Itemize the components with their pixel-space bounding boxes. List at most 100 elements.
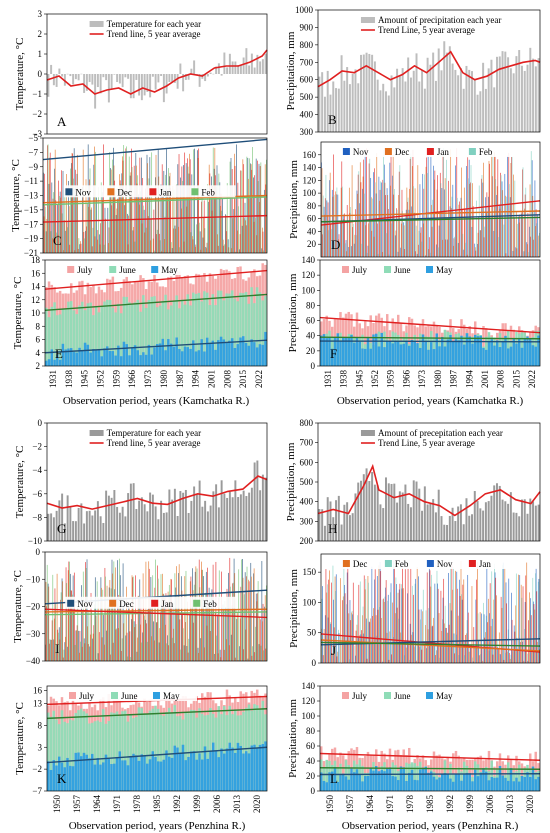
- bar: [501, 51, 504, 132]
- bar: [322, 234, 323, 257]
- bar: [63, 250, 64, 253]
- bar: [430, 771, 433, 791]
- bar: [264, 295, 267, 366]
- bar: [148, 759, 152, 791]
- bar: [443, 147, 445, 257]
- bar: [321, 598, 323, 663]
- bar: [165, 512, 168, 541]
- bar: [57, 629, 59, 661]
- bar: [423, 662, 425, 663]
- bar: [131, 304, 134, 366]
- bar: [507, 255, 509, 257]
- bar: [435, 244, 437, 257]
- bar: [435, 755, 438, 791]
- bar: [150, 576, 152, 661]
- legend-label: Jan: [161, 599, 173, 609]
- bar: [73, 611, 75, 661]
- bar: [390, 150, 392, 257]
- bar: [335, 574, 337, 663]
- panel-letter: A: [57, 114, 67, 129]
- bar: [114, 589, 116, 661]
- bar: [209, 72, 212, 74]
- bar: [437, 588, 439, 663]
- bar: [74, 752, 77, 791]
- legend-label: Amount of precipitation each year: [378, 15, 501, 25]
- bar: [154, 756, 157, 791]
- y-tick-label: 20: [306, 346, 316, 356]
- bar: [82, 571, 84, 661]
- bar: [474, 334, 477, 366]
- bar: [348, 515, 351, 541]
- bar: [495, 577, 497, 663]
- bar: [383, 771, 386, 791]
- legend-swatch: [151, 266, 159, 273]
- bar: [531, 645, 533, 663]
- bar: [490, 777, 493, 791]
- bar: [405, 340, 408, 366]
- bar: [529, 498, 532, 541]
- bar: [400, 584, 402, 663]
- legend-box: [65, 263, 196, 275]
- y-tick-label: 0: [311, 786, 316, 796]
- bar: [478, 217, 480, 257]
- bar: [184, 622, 186, 661]
- bar: [364, 321, 367, 366]
- bar: [521, 211, 523, 257]
- bar: [193, 622, 195, 661]
- bar: [441, 774, 444, 791]
- legend: July June May: [67, 689, 197, 701]
- trend-line-may: [44, 339, 268, 354]
- bar: [248, 65, 251, 74]
- bar: [398, 589, 400, 663]
- legend-box: [357, 15, 532, 35]
- bar: [453, 633, 455, 663]
- bar: [460, 560, 462, 663]
- bar: [491, 618, 493, 663]
- bar: [262, 603, 264, 661]
- bar: [193, 149, 195, 253]
- bar: [364, 776, 367, 791]
- bar: [476, 579, 477, 663]
- bar: [354, 69, 357, 132]
- bar: [257, 160, 258, 253]
- bar: [407, 197, 409, 257]
- bar: [94, 577, 96, 661]
- bar: [470, 182, 471, 257]
- bar: [496, 194, 497, 257]
- bar: [390, 185, 391, 257]
- bar: [264, 606, 266, 661]
- bar: [350, 768, 353, 791]
- y-tick-label: 8: [38, 720, 43, 730]
- bar: [233, 298, 237, 366]
- bar: [47, 359, 51, 366]
- bar: [69, 244, 71, 253]
- x-tick-label: 1999: [465, 795, 475, 814]
- bar: [424, 340, 427, 366]
- bar: [412, 632, 414, 663]
- bar: [522, 169, 523, 257]
- bar: [242, 711, 245, 791]
- bar: [415, 660, 417, 663]
- bar: [404, 81, 407, 132]
- bar: [116, 506, 119, 541]
- legend: July June May: [340, 689, 470, 701]
- x-tick-label: 1931: [323, 370, 333, 388]
- bar: [476, 336, 480, 366]
- bar: [410, 153, 412, 257]
- bar: [414, 188, 416, 257]
- bar: [204, 228, 206, 253]
- bar: [515, 777, 518, 791]
- legend-box: [340, 689, 470, 701]
- bar: [94, 74, 97, 109]
- bar: [162, 512, 165, 541]
- bar: [136, 350, 140, 366]
- bar: [146, 154, 148, 253]
- bar: [129, 631, 131, 661]
- trend-line-feb: [320, 641, 541, 647]
- legend-label: May: [436, 691, 453, 701]
- bar: [44, 173, 46, 253]
- bar: [159, 714, 163, 791]
- x-tick-label: 1985: [425, 795, 435, 814]
- y-tick-label: −10: [28, 536, 43, 546]
- bar: [176, 609, 178, 661]
